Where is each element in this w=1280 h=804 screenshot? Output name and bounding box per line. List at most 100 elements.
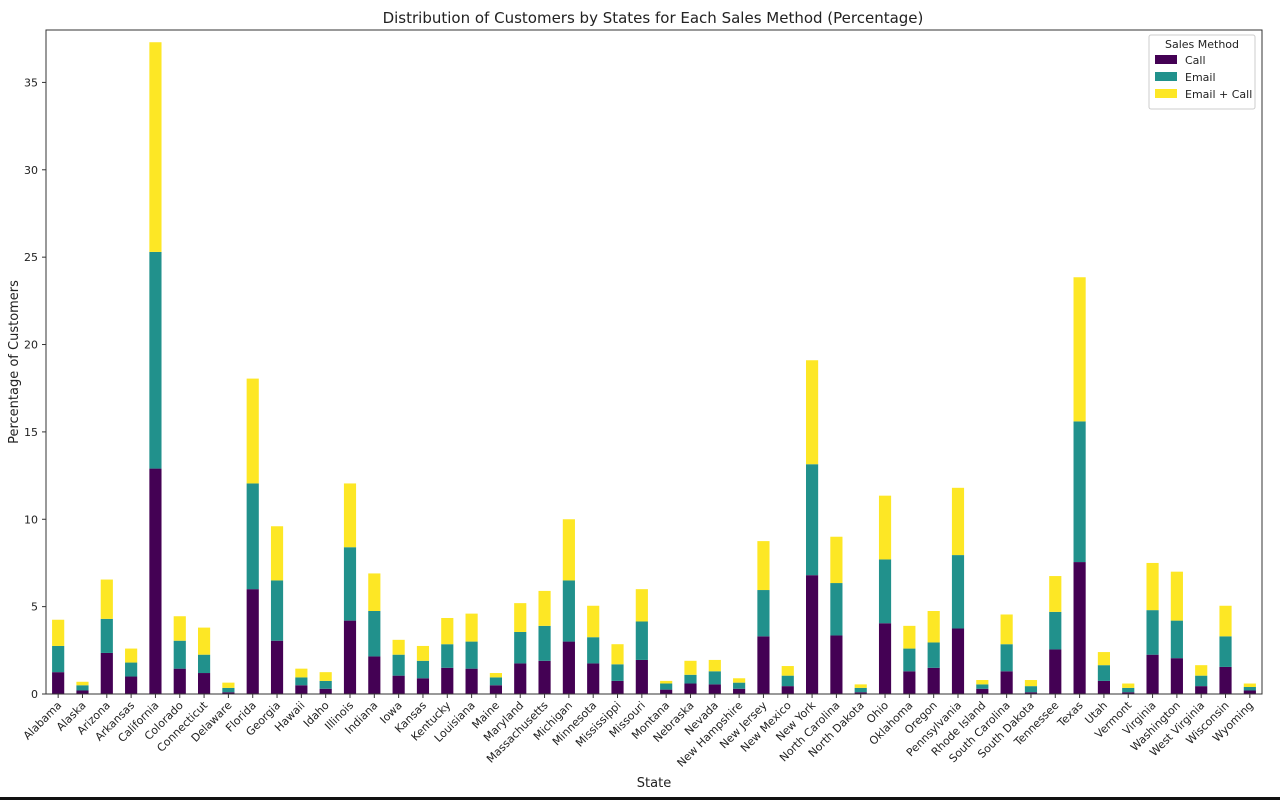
bar-pennsylvania-call [951, 628, 965, 694]
bar-arkansas-email [125, 662, 138, 677]
bar-florida-email-call [246, 378, 259, 484]
bar-vermont-call [1122, 692, 1135, 694]
bar-nevada-call [708, 684, 721, 694]
bar-alabama-email-call [52, 619, 65, 646]
legend-swatch-email-call [1155, 89, 1177, 98]
bar-alaska-email [76, 685, 89, 691]
bar-wyoming-email [1243, 687, 1256, 691]
bar-georgia-call [270, 640, 284, 694]
bar-north-carolina-call [830, 635, 843, 694]
bar-north-carolina-email [830, 583, 843, 636]
bar-arkansas-email-call [125, 648, 138, 663]
bar-virginia-email-call [1146, 562, 1159, 611]
bar-south-carolina-email [1000, 644, 1013, 672]
y-tick-label: 20 [24, 339, 38, 352]
bar-new-jersey-email-call [757, 541, 770, 591]
bar-minnesota-call [587, 663, 600, 694]
bar-kentucky-email [441, 644, 454, 668]
bar-arizona-email-call [100, 579, 113, 619]
bar-minnesota-email-call [587, 605, 600, 638]
bar-oklahoma-email [903, 648, 916, 672]
bar-kentucky-email-call [441, 617, 454, 645]
bar-oklahoma-email-call [903, 625, 916, 649]
bar-connecticut-call [198, 673, 211, 694]
bar-oklahoma-call [903, 671, 916, 694]
bar-iowa-call [392, 675, 405, 694]
bar-tennessee-email-call [1049, 576, 1062, 612]
bar-west-virginia-call [1195, 686, 1208, 694]
bar-hawaii-call [295, 685, 308, 694]
bar-tennessee-email [1049, 611, 1062, 650]
legend-swatch-email [1155, 72, 1177, 81]
bar-florida-call [246, 589, 259, 694]
bar-ohio-email [878, 559, 892, 624]
bar-iowa-email [392, 654, 405, 676]
bar-connecticut-email [198, 654, 211, 674]
bar-new-hampshire-call [733, 688, 746, 694]
bar-nebraska-call [684, 683, 697, 694]
legend-label-email-call: Email + Call [1185, 88, 1252, 101]
bar-oregon-call [927, 667, 940, 694]
bar-mississippi-email-call [611, 644, 624, 665]
legend-label-call: Call [1185, 54, 1206, 67]
bar-louisiana-email-call [465, 613, 478, 642]
bar-michigan-email-call [562, 519, 575, 581]
plot-area: AlabamaAlaskaArizonaArkansasCaliforniaCo… [21, 29, 1263, 770]
bar-indiana-email-call [368, 573, 381, 611]
bar-california-call [149, 468, 162, 694]
bar-maine-email [489, 677, 502, 686]
bar-connecticut-email-call [198, 627, 211, 655]
bar-maryland-call [514, 663, 527, 694]
bar-north-dakota-call [854, 692, 867, 694]
legend-swatch-call [1155, 55, 1177, 64]
bar-florida-email [246, 483, 259, 590]
bar-new-york-call [806, 575, 819, 694]
bar-utah-email-call [1097, 652, 1110, 666]
x-axis-label: State [637, 776, 671, 791]
bar-south-carolina-email-call [1000, 614, 1013, 645]
bar-montana-email [660, 683, 673, 690]
x-tick-label-texas: Texas [1054, 699, 1086, 731]
bar-mississippi-call [611, 680, 624, 694]
bar-idaho-call [319, 688, 332, 694]
bar-south-dakota-call [1024, 692, 1038, 694]
bar-michigan-email [562, 580, 575, 642]
bar-maryland-email-call [514, 603, 527, 632]
bar-minnesota-email [587, 637, 600, 664]
bar-wyoming-call [1243, 690, 1256, 694]
bar-missouri-email [635, 621, 648, 660]
bar-idaho-email [319, 680, 332, 689]
bar-utah-email [1097, 665, 1110, 681]
bar-vermont-email-call [1122, 683, 1135, 688]
bar-ohio-email-call [878, 495, 892, 560]
bar-new-jersey-call [757, 636, 770, 694]
bar-new-mexico-call [781, 686, 794, 694]
bar-nevada-email [708, 671, 721, 685]
bar-maine-email-call [489, 673, 502, 678]
bar-west-virginia-email-call [1195, 665, 1208, 676]
bar-new-hampshire-email-call [733, 678, 746, 683]
bar-wisconsin-call [1219, 666, 1232, 694]
bar-mississippi-email [611, 664, 624, 681]
bar-new-york-email [806, 464, 819, 576]
bar-montana-email-call [660, 680, 673, 684]
bar-alaska-email-call [76, 681, 89, 686]
y-axis-label: Percentage of Customers [7, 280, 22, 444]
bar-hawaii-email [295, 677, 308, 686]
bar-colorado-email [173, 640, 186, 669]
bar-massachusetts-email [538, 625, 551, 661]
y-tick-label: 30 [24, 164, 38, 177]
bar-maryland-email [514, 631, 527, 664]
bar-indiana-call [368, 656, 381, 694]
bar-rhode-island-email-call [976, 680, 989, 685]
screen-bottom-border [0, 797, 1280, 800]
bar-alabama-email [52, 645, 65, 673]
bar-louisiana-email [465, 641, 478, 669]
bar-texas-email [1073, 421, 1086, 563]
bar-nebraska-email [684, 674, 697, 684]
bar-missouri-call [635, 659, 648, 694]
bar-south-carolina-call [1000, 671, 1013, 694]
bar-new-york-email-call [806, 360, 819, 465]
bar-pennsylvania-email [951, 555, 965, 629]
